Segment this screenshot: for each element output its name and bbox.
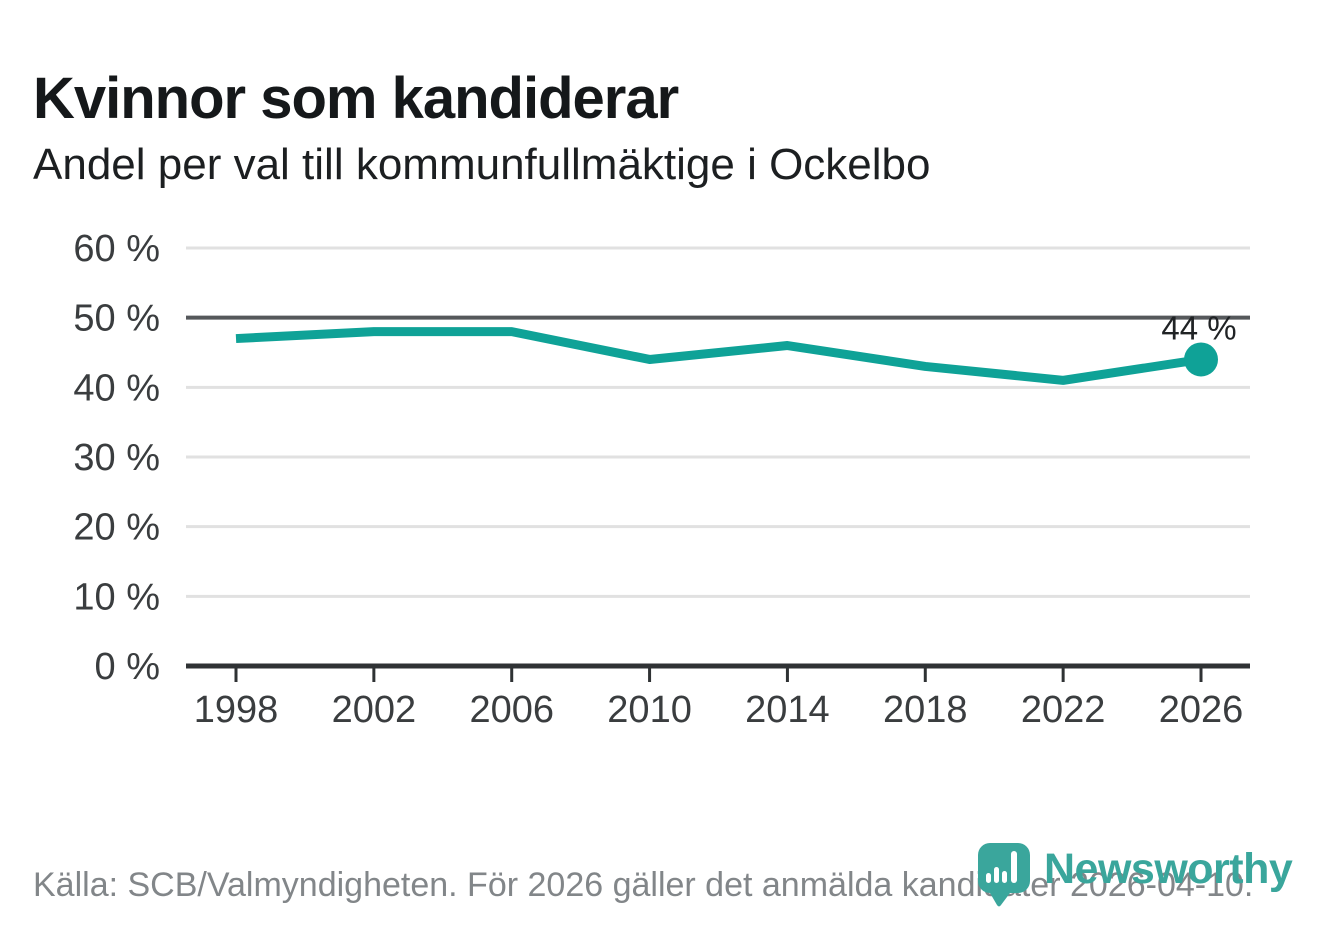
newsworthy-wordmark: Newsworthy [1044, 845, 1293, 893]
page-subtitle: Andel per val till kommunfullmäktige i O… [33, 140, 931, 189]
x-axis-tick-label: 1998 [194, 689, 279, 731]
x-axis-tick-label: 2002 [332, 689, 417, 731]
y-axis-tick-label: 0 % [95, 646, 160, 688]
x-axis-tick-label: 2014 [745, 689, 830, 731]
y-axis-tick-label: 50 % [73, 298, 160, 340]
end-point-marker [1184, 342, 1218, 377]
x-axis-tick-label: 2026 [1159, 689, 1244, 731]
page-title: Kvinnor som kandiderar [33, 65, 679, 131]
x-axis-tick-label: 2006 [469, 689, 554, 731]
data-line [235, 327, 1202, 385]
source-note: Källa: SCB/Valmyndigheten. För 2026 gäll… [33, 866, 1254, 904]
y-axis-tick-label: 40 % [73, 367, 160, 409]
x-axis-tick-label: 2010 [607, 689, 692, 731]
x-axis-tick-label: 2022 [1021, 689, 1106, 731]
x-axis-tick-label: 2018 [883, 689, 968, 731]
y-axis-tick-label: 30 % [73, 437, 160, 479]
y-axis-tick-label: 20 % [73, 507, 160, 549]
y-axis-tick-label: 10 % [73, 576, 160, 618]
bar-chart-map-pin-icon [978, 843, 1030, 907]
end-value-label: 44 % [1161, 309, 1236, 346]
y-axis-tick-label: 60 % [73, 228, 160, 270]
newsworthy-logo: Newsworthy [978, 843, 1293, 907]
